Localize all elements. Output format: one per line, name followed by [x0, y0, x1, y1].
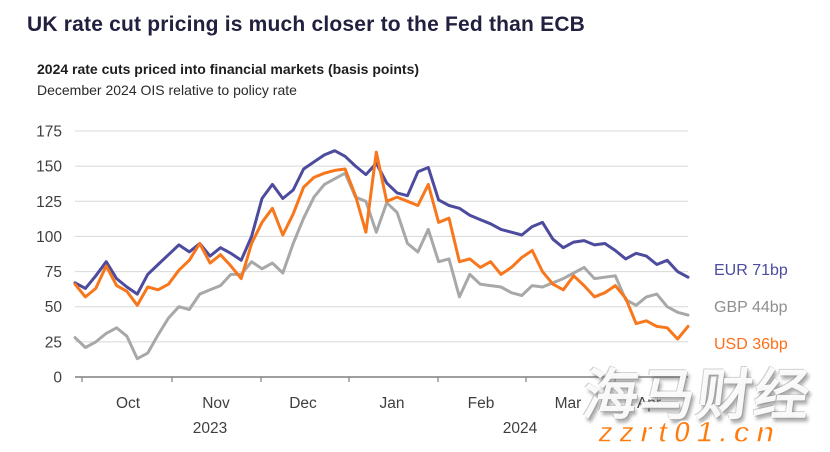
x-month-label-Oct: Oct — [116, 395, 141, 412]
page-title: UK rate cut pricing is much closer to th… — [27, 13, 586, 36]
watermark-site-url: zzrt01.cn — [597, 415, 781, 450]
x-year-label-2023: 2023 — [193, 420, 227, 437]
x-month-label-Jan: Jan — [380, 395, 405, 412]
y-tick-label-50: 50 — [45, 299, 63, 316]
chart-subtitle: December 2024 OIS relative to policy rat… — [37, 82, 297, 98]
series-line-usd — [73, 150, 690, 341]
x-year-label-2024: 2024 — [503, 420, 538, 437]
series-line-gbp — [73, 171, 690, 361]
x-month-label-Dec: Dec — [289, 395, 317, 412]
x-month-label-Mar: Mar — [555, 395, 582, 412]
legend-label-usd: USD 36bp — [714, 336, 788, 353]
y-tick-label-25: 25 — [45, 334, 62, 351]
x-month-label-Apr: Apr — [637, 395, 661, 412]
legend-label-gbp: GBP 44bp — [714, 299, 788, 316]
y-tick-label-100: 100 — [36, 229, 62, 246]
y-tick-label-75: 75 — [45, 264, 62, 281]
legend-label-eur: EUR 71bp — [714, 262, 788, 279]
y-tick-label-150: 150 — [36, 159, 62, 176]
y-tick-label-175: 175 — [36, 124, 62, 141]
x-month-label-Feb: Feb — [468, 395, 495, 412]
chart-subtitle-bold: 2024 rate cuts priced into financial mar… — [37, 61, 420, 77]
x-month-label-Nov: Nov — [202, 395, 230, 412]
y-tick-label-125: 125 — [36, 194, 62, 211]
y-tick-label-0: 0 — [53, 370, 62, 387]
